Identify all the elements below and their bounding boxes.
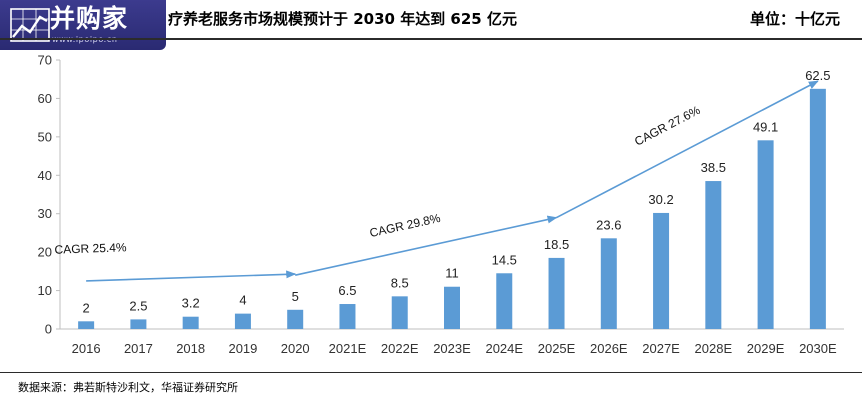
cagr-arrow bbox=[86, 270, 297, 282]
bar-value-label: 3.2 bbox=[182, 296, 200, 311]
x-tick-label: 2018 bbox=[176, 341, 205, 356]
bar bbox=[809, 88, 826, 329]
y-tick-label: 70 bbox=[38, 53, 52, 68]
x-tick-label: 2030E bbox=[799, 341, 837, 356]
bar bbox=[705, 181, 722, 329]
footer-divider bbox=[0, 372, 862, 373]
x-tick-label: 2029E bbox=[747, 341, 785, 356]
bar-value-label: 14.5 bbox=[492, 252, 517, 267]
x-tick-label: 2023E bbox=[433, 341, 471, 356]
unit-label: 单位：十亿元 bbox=[749, 10, 840, 28]
bar-value-label: 2.5 bbox=[129, 298, 147, 313]
y-tick-label: 10 bbox=[38, 283, 52, 298]
x-tick-label: 2025E bbox=[538, 341, 576, 356]
bar-chart: 0 10 20 30 40 50 60 70 2 2016 2.5 2017 3.2 2018 4 2019 5… bbox=[38, 53, 844, 356]
bar bbox=[653, 212, 670, 329]
x-tick-label: 2022E bbox=[381, 341, 419, 356]
bar bbox=[757, 140, 774, 329]
cagr-label: CAGR 29.8% bbox=[368, 211, 442, 240]
bar-value-label: 8.5 bbox=[391, 275, 409, 290]
page-title: 疗养老服务市场规模预计于 2030 年达到 625 亿元 bbox=[168, 10, 517, 28]
logo-text: 并购家 bbox=[50, 4, 129, 33]
bar bbox=[339, 304, 356, 329]
bar bbox=[496, 273, 513, 329]
bar bbox=[182, 316, 199, 329]
bar-value-label: 62.5 bbox=[805, 68, 830, 83]
bar bbox=[130, 319, 147, 329]
bar-value-label: 18.5 bbox=[544, 237, 569, 252]
bar-value-label: 2 bbox=[83, 300, 90, 315]
y-tick-label: 0 bbox=[45, 322, 52, 337]
bar bbox=[78, 321, 95, 329]
logo-chart-icon bbox=[10, 8, 50, 42]
y-tick-label: 50 bbox=[38, 129, 52, 144]
bar bbox=[548, 257, 565, 329]
cagr-label: CAGR 25.4% bbox=[54, 240, 127, 256]
y-tick-label: 30 bbox=[38, 206, 52, 221]
bar bbox=[600, 238, 617, 329]
cagr-arrow bbox=[295, 215, 558, 276]
y-tick-label: 20 bbox=[38, 245, 52, 260]
bar-value-label: 49.1 bbox=[753, 119, 778, 134]
x-tick-label: 2028E bbox=[695, 341, 733, 356]
cagr-arrow bbox=[556, 80, 819, 219]
x-tick-label: 2016 bbox=[72, 341, 101, 356]
x-tick-label: 2027E bbox=[642, 341, 680, 356]
bar bbox=[234, 313, 251, 329]
bar-value-label: 4 bbox=[239, 293, 246, 308]
bar-value-label: 11 bbox=[445, 266, 459, 281]
bar-value-label: 38.5 bbox=[701, 160, 726, 175]
x-tick-label: 2020 bbox=[281, 341, 310, 356]
source-note: 数据来源：弗若斯特沙利文，华福证券研究所 bbox=[18, 381, 238, 394]
x-tick-label: 2026E bbox=[590, 341, 628, 356]
y-tick-label: 60 bbox=[38, 91, 52, 106]
bar-value-label: 6.5 bbox=[338, 283, 356, 298]
bar bbox=[444, 286, 460, 329]
bar-value-label: 5 bbox=[292, 289, 299, 304]
x-tick-label: 2017 bbox=[124, 341, 153, 356]
bar-value-label: 30.2 bbox=[648, 192, 673, 207]
bar-value-label: 23.6 bbox=[596, 217, 621, 232]
x-tick-label: 2021E bbox=[329, 341, 367, 356]
x-tick-label: 2024E bbox=[485, 341, 523, 356]
header-divider bbox=[0, 38, 862, 40]
bar bbox=[287, 309, 304, 329]
y-tick-label: 40 bbox=[38, 168, 52, 183]
bar bbox=[391, 296, 408, 329]
cagr-label: CAGR 27.6% bbox=[632, 103, 703, 149]
x-tick-label: 2019 bbox=[228, 341, 257, 356]
